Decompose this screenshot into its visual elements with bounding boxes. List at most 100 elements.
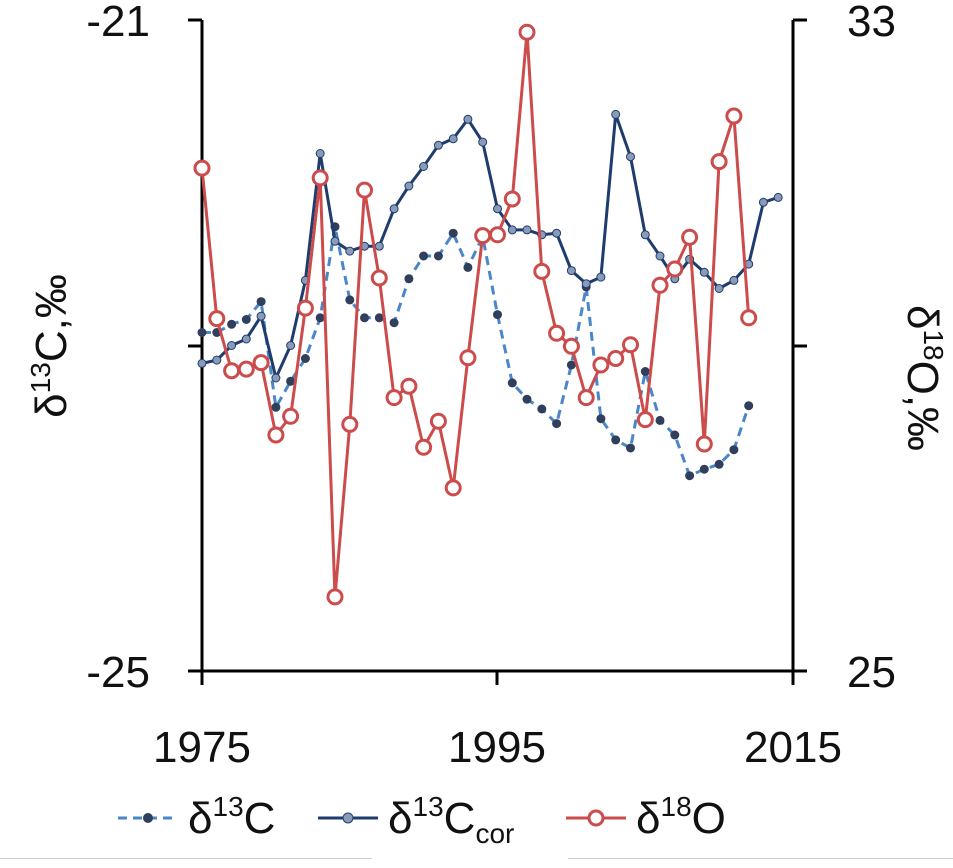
y-left-tick-label-bottom: -25 — [86, 648, 150, 697]
point-d13c-1977 — [227, 319, 237, 329]
point-d13c-2008 — [685, 471, 695, 481]
point-d18o-2010 — [710, 153, 728, 171]
series-layer — [193, 23, 783, 606]
point-d13ccor-1975 — [197, 358, 207, 368]
point-d18o-2006 — [651, 276, 669, 294]
point-d13c-1992 — [448, 228, 458, 238]
point-d13c-1997 — [522, 394, 532, 404]
point-d13ccor-1995 — [493, 204, 502, 214]
y-right-tick-label-top: 33 — [847, 0, 896, 46]
point-d18o-1993 — [459, 349, 477, 367]
point-d13ccor-1985 — [345, 246, 355, 256]
point-d13ccor-1988 — [389, 204, 399, 214]
point-d13ccor-1978 — [241, 334, 251, 344]
point-d13ccor-2005 — [640, 230, 650, 240]
point-d18o-1994 — [474, 227, 492, 245]
point-d18o-2012 — [740, 309, 758, 327]
point-d18o-2008 — [681, 228, 699, 246]
point-d13ccor-1990 — [419, 162, 429, 171]
point-d13ccor-1994 — [478, 137, 488, 147]
point-d18o-1997 — [518, 23, 536, 41]
point-d13ccor-2004 — [626, 152, 635, 162]
point-d13ccor-1981 — [286, 341, 296, 350]
point-d13c-2010 — [714, 459, 724, 469]
x-tick-label-1975: 1975 — [153, 723, 251, 772]
point-d13ccor-1992 — [448, 134, 458, 144]
point-d18o-1980 — [267, 426, 285, 444]
point-d18o-2005 — [636, 411, 654, 429]
x-tick-label-1995: 1995 — [448, 723, 546, 772]
point-d18o-1982 — [296, 299, 314, 317]
point-d18o-2009 — [695, 435, 713, 453]
point-d18o-2007 — [666, 260, 684, 278]
point-d13ccor-2010 — [714, 284, 724, 293]
point-d18o-1987 — [370, 269, 388, 287]
point-d13c-2006 — [655, 415, 665, 425]
point-d18o-1986 — [356, 181, 373, 199]
point-d18o-2000 — [562, 337, 580, 355]
point-d18o-2011 — [725, 107, 743, 125]
point-d13c-2011 — [729, 445, 739, 455]
y-right-axis-title: δ18O,‰ — [898, 305, 949, 451]
point-d13c-1983 — [315, 313, 325, 323]
point-d13c-1981 — [286, 376, 296, 386]
point-d18o-1992 — [444, 479, 462, 497]
point-d18o-1996 — [503, 190, 521, 208]
point-d18o-1976 — [208, 310, 226, 328]
legend: δ13C δ13Ccor δ18O — [118, 791, 726, 849]
point-d13c-2003 — [611, 435, 621, 445]
series-line-d18o — [200, 30, 751, 599]
point-d13ccor-1999 — [552, 228, 562, 238]
point-d18o-1978 — [237, 360, 255, 378]
legend-item-d18o: δ18O — [566, 791, 726, 843]
point-d18o-1984 — [326, 588, 344, 606]
legend-label-d13ccor: δ13Ccor — [388, 791, 514, 849]
legend-label-d13c: δ13C — [188, 791, 275, 843]
point-d13c-2004 — [626, 443, 635, 453]
point-d13c-2005 — [640, 367, 650, 376]
point-d18o-1975 — [193, 159, 211, 177]
point-d18o-1977 — [223, 362, 241, 380]
point-d13ccor-1987 — [374, 241, 384, 251]
legend-label-d18o: δ18O — [636, 791, 726, 843]
legend-marker-d18o — [587, 809, 605, 827]
point-d18o-1995 — [489, 226, 506, 244]
point-d18o-1998 — [533, 262, 551, 280]
point-d13ccor-1993 — [463, 114, 473, 124]
point-d13c-1978 — [241, 315, 251, 324]
point-d13ccor-1997 — [522, 225, 532, 235]
point-d13ccor-1979 — [256, 311, 266, 321]
point-d13c-1975 — [197, 328, 207, 337]
point-d18o-1981 — [282, 407, 300, 425]
point-d18o-1999 — [548, 324, 566, 342]
point-d13c-1998 — [537, 404, 547, 414]
point-d13ccor-1991 — [433, 140, 443, 150]
point-d13c-2009 — [699, 464, 709, 474]
point-d13c-2007 — [670, 430, 680, 440]
point-d18o-1989 — [400, 377, 418, 395]
point-d13c-1988 — [389, 318, 399, 328]
point-d18o-1990 — [415, 438, 433, 456]
point-d13c-1987 — [374, 313, 384, 323]
series-line-d13c — [202, 225, 751, 478]
point-d13ccor-2009 — [699, 267, 709, 277]
bottom-strip — [0, 858, 953, 867]
x-tick-label-2015: 2015 — [744, 723, 842, 772]
point-d13c-1986 — [360, 313, 369, 323]
point-d13c-1979 — [256, 297, 266, 307]
point-d13ccor-1996 — [507, 225, 517, 235]
point-d18o-2002 — [592, 356, 610, 374]
point-d13ccor-1984 — [330, 236, 340, 246]
point-d13ccor-2002 — [596, 272, 606, 282]
point-d18o-1988 — [385, 389, 403, 407]
point-d13ccor-2003 — [611, 109, 621, 119]
point-d13ccor-2001 — [581, 279, 591, 289]
point-d13ccor-2014 — [773, 192, 783, 202]
point-d18o-1991 — [429, 412, 447, 430]
point-d13c-1980 — [271, 402, 281, 412]
y-right-tick-label-bottom: 25 — [847, 648, 896, 697]
point-d13ccor-2013 — [758, 197, 768, 207]
point-d13ccor-1980 — [271, 373, 281, 383]
point-d18o-2003 — [607, 350, 625, 367]
